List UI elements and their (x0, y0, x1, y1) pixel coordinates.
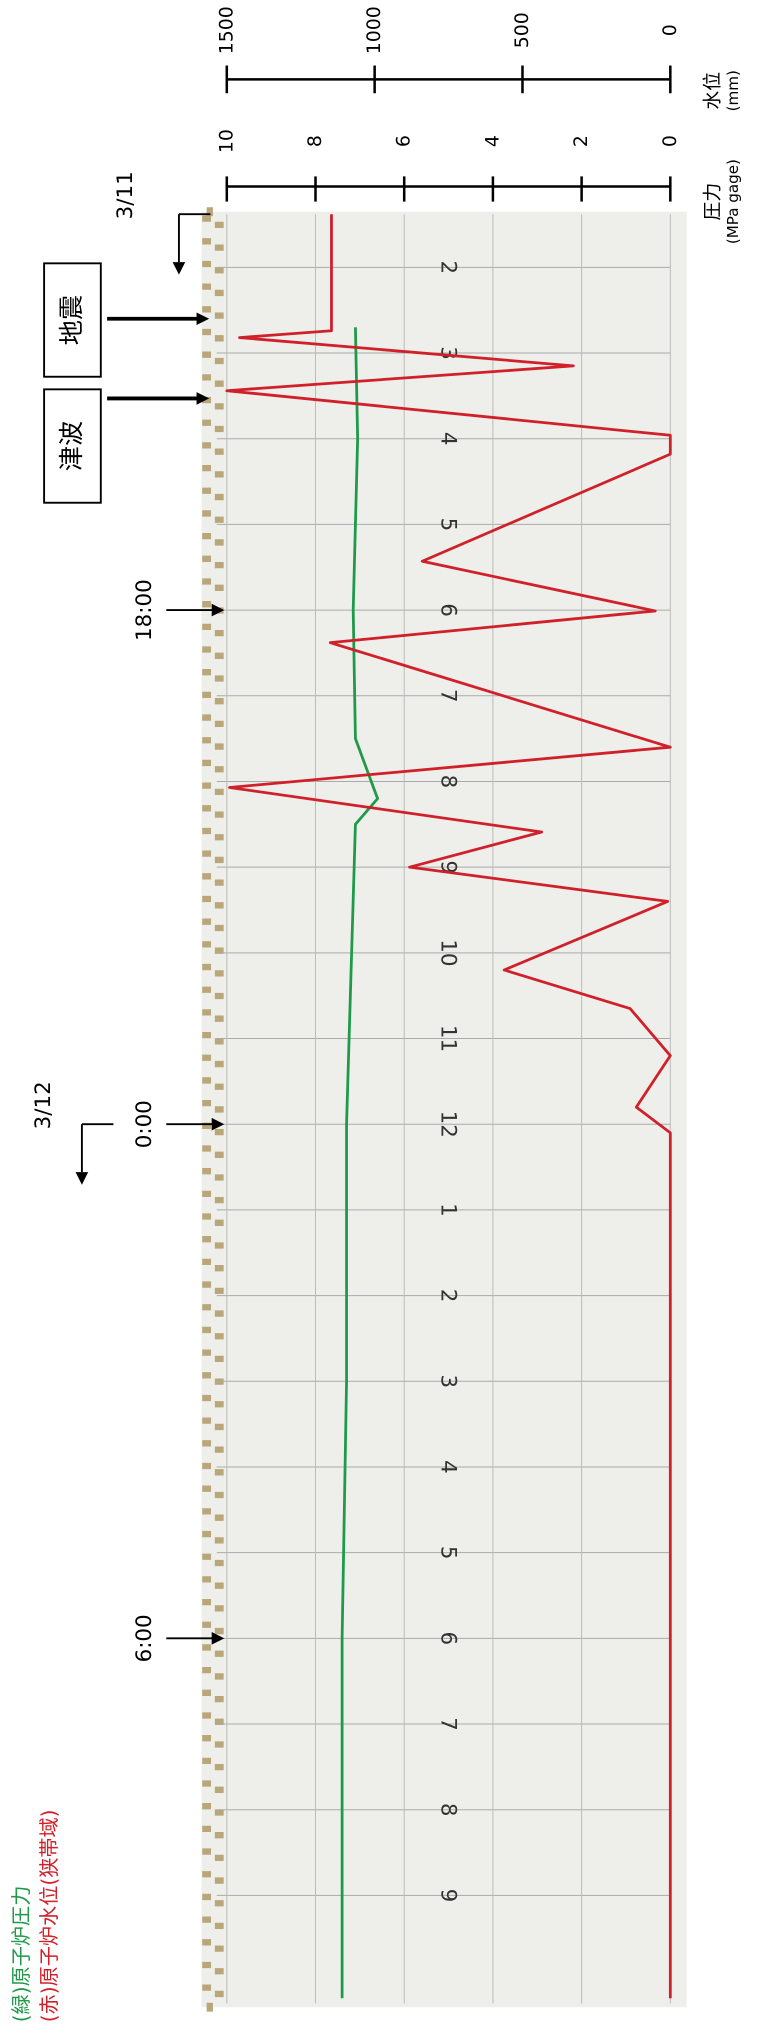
event-label: 地震 (57, 295, 86, 345)
x-tick-label: 6 (393, 135, 415, 147)
x-tick-label: 2 (570, 135, 592, 147)
y-tick-label: 12 (435, 1111, 460, 1138)
y-tick-label: 2 (435, 261, 460, 275)
y-tick-label: 6 (435, 603, 460, 617)
arrow-head (196, 312, 210, 326)
y-tick-label: 2 (435, 1289, 460, 1303)
time-label: 18:00 (132, 579, 157, 641)
event-box (43, 388, 102, 504)
arrow-head (211, 603, 225, 617)
x-tick-label: 0 (659, 135, 681, 147)
series-line (225, 214, 672, 1999)
x2-tick-label: 1500 (215, 6, 237, 54)
x2-axis-title: 水位 (702, 72, 724, 110)
time-label: 6:00 (132, 1614, 157, 1662)
date-label: 3/12 (31, 1081, 56, 1129)
y-tick-label: 11 (435, 1025, 460, 1052)
arrow-head (75, 1172, 89, 1185)
legend-entry: (赤)原子炉水位(狭帯域) (37, 1809, 61, 2022)
arrow-head (211, 1117, 225, 1131)
legend-entry: (緑)原子炉圧力 (9, 1886, 33, 2023)
y-tick-label: 5 (435, 1546, 460, 1560)
x-tick-label: 10 (215, 129, 237, 153)
event-box (43, 262, 102, 378)
x-tick-label: 4 (481, 135, 503, 147)
y-tick-label: 3 (435, 1374, 460, 1388)
date-label: 3/11 (113, 171, 138, 219)
x2-tick-label: 0 (659, 24, 681, 36)
event-label: 津波 (57, 421, 86, 471)
y-tick-label: 4 (435, 432, 460, 446)
x-axis-unit: (MPa gage) (724, 159, 742, 244)
y-tick-label: 7 (435, 689, 460, 703)
y-tick-label: 5 (435, 518, 460, 532)
y-tick-label: 4 (435, 1460, 460, 1474)
arrow-head (196, 392, 210, 405)
y-tick-label: 10 (435, 939, 460, 966)
x2-axis-unit: (mm) (724, 70, 742, 111)
arrow-head (172, 262, 186, 275)
recorder-paper (201, 211, 687, 2008)
x2-tick-label: 500 (511, 12, 533, 48)
x-tick-label: 8 (304, 135, 326, 147)
y-tick-label: 3 (435, 346, 460, 360)
x2-tick-label: 1000 (363, 6, 385, 54)
sprocket-holes (202, 207, 224, 2012)
y-tick-label: 6 (435, 1632, 460, 1646)
y-tick-label: 8 (435, 775, 460, 789)
plot-group: 2345678910111212345678902468100500100015… (9, 6, 742, 2022)
arrow-head (211, 1632, 225, 1645)
x-axis-title: 圧力 (702, 183, 724, 221)
y-tick-label: 8 (435, 1803, 460, 1817)
y-tick-label: 7 (435, 1717, 460, 1731)
y-tick-label: 1 (435, 1203, 460, 1217)
time-label: 0:00 (132, 1100, 157, 1148)
series-line (340, 327, 379, 1999)
y-tick-label: 9 (435, 1889, 460, 1903)
